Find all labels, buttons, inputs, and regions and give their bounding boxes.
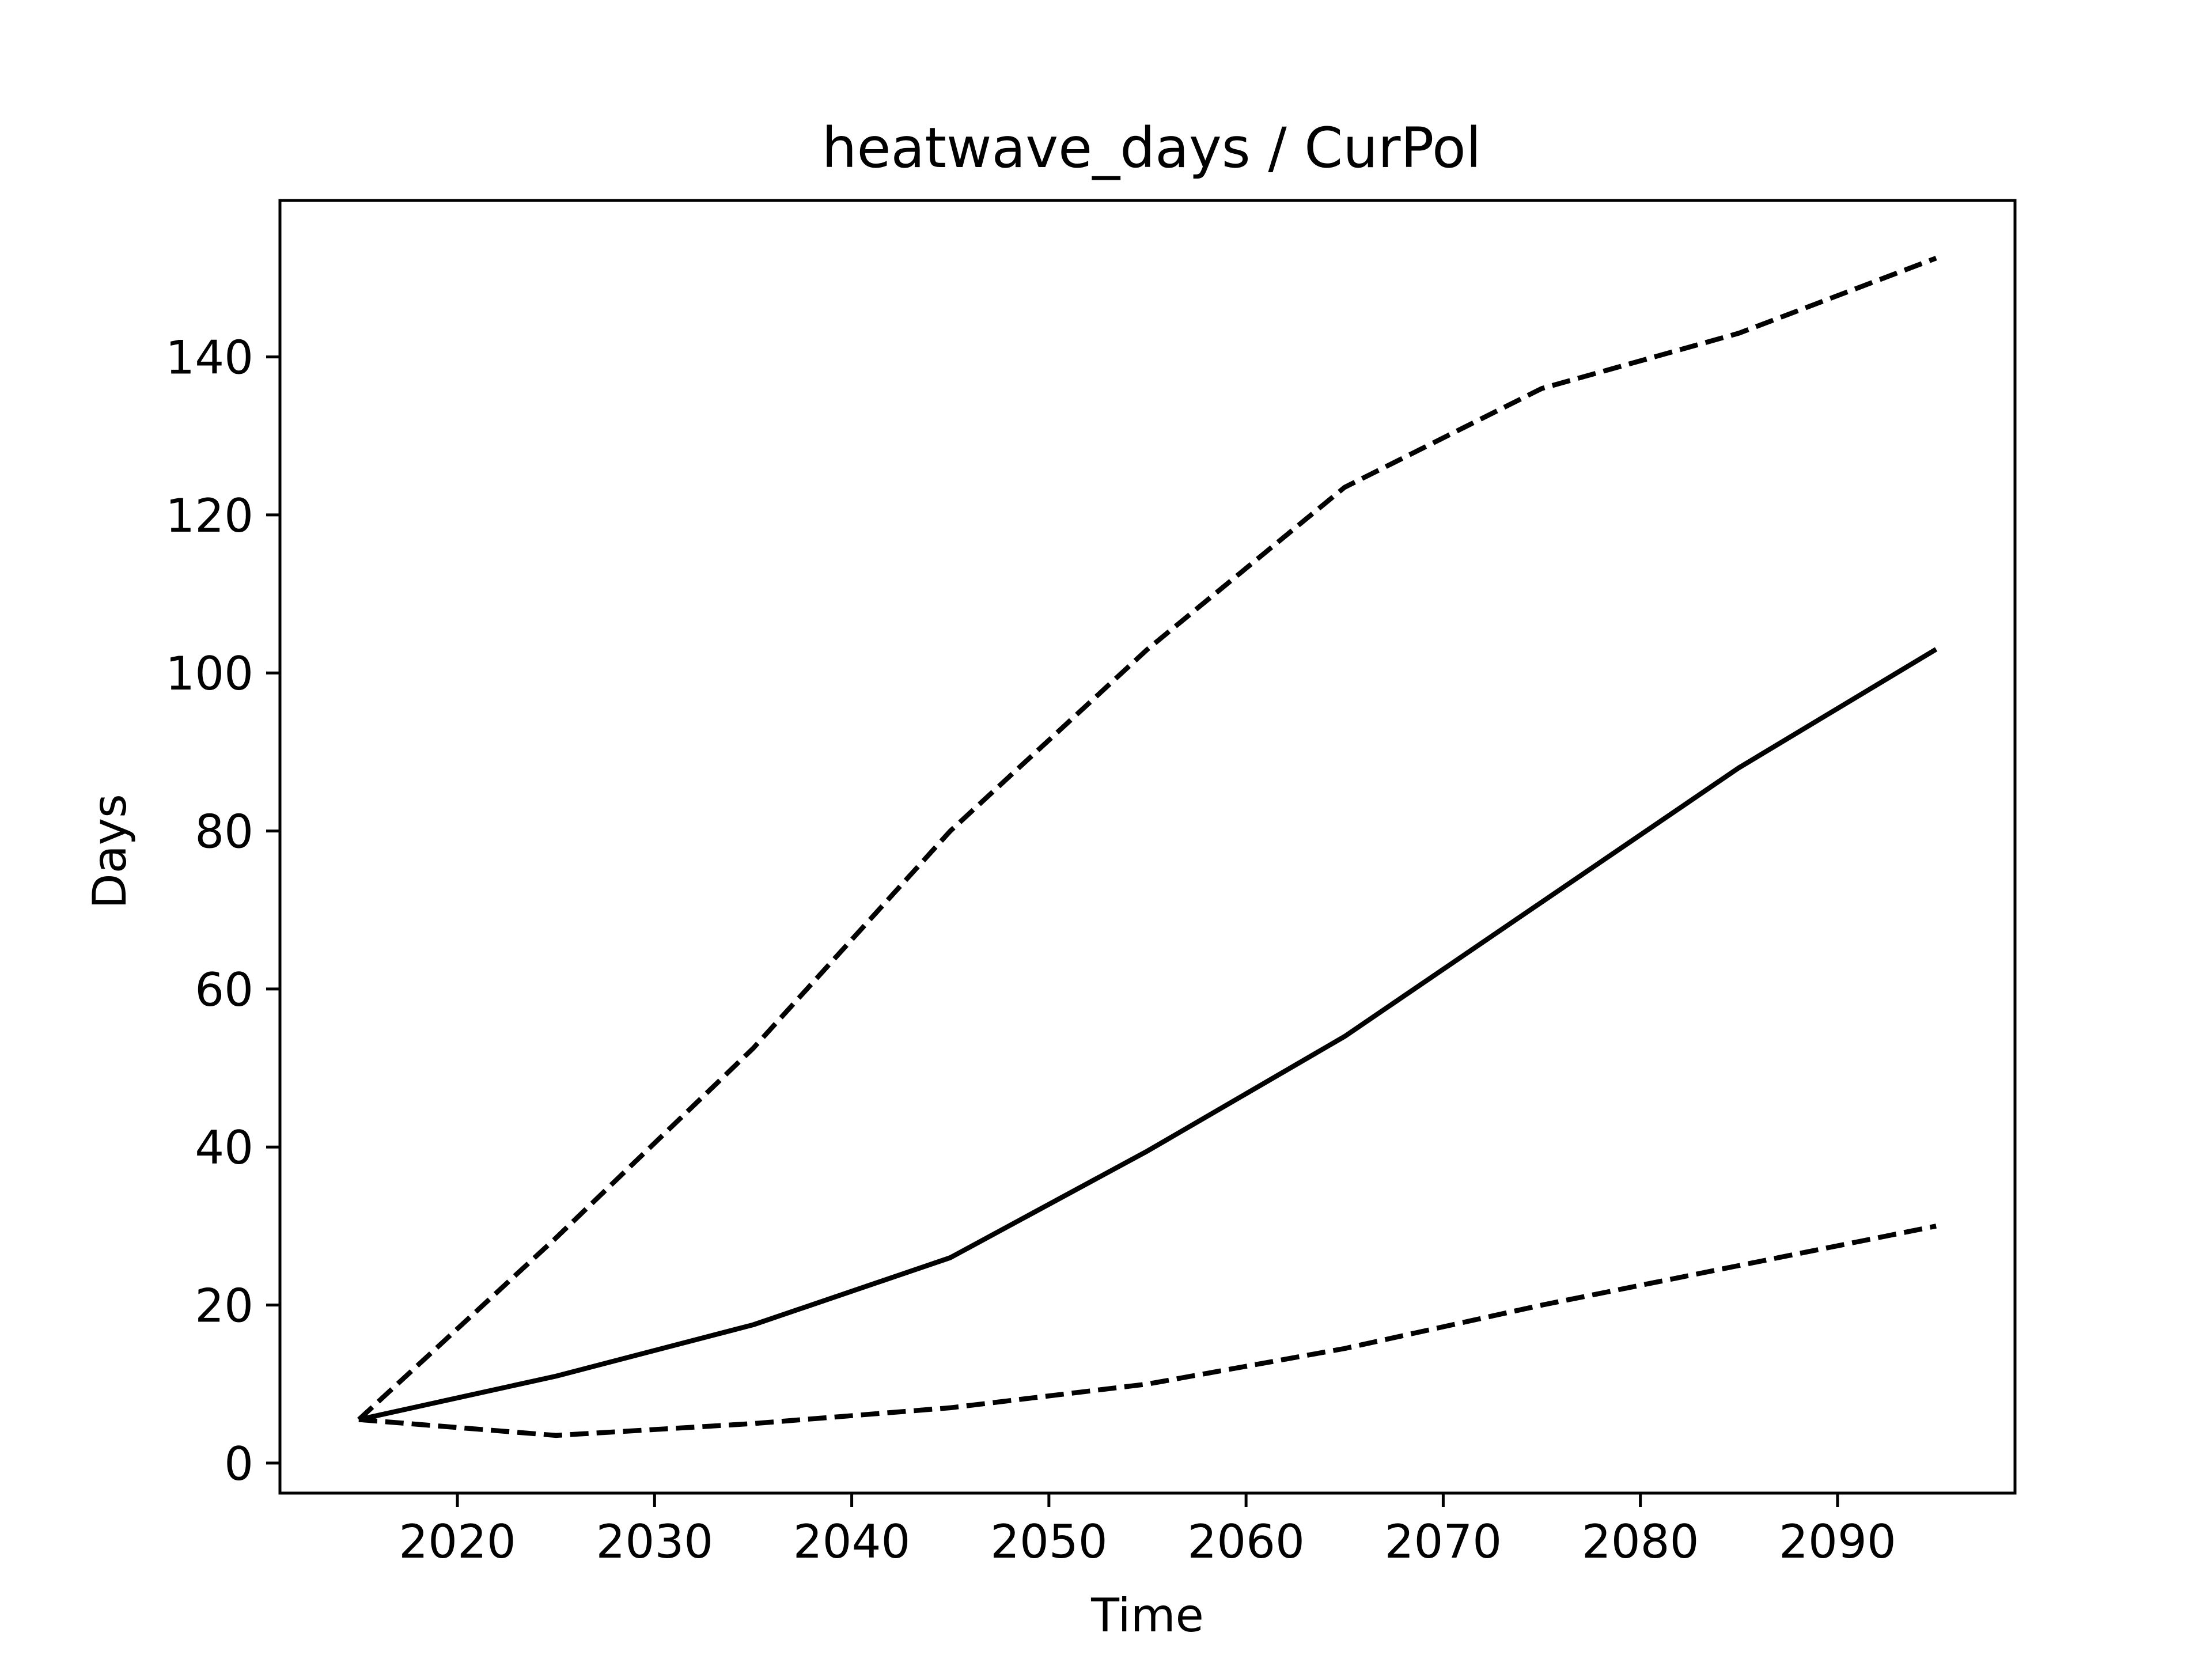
plot-area xyxy=(357,256,1938,1438)
y-tick-label-120: 120 xyxy=(165,489,253,543)
series-upper-bound-line xyxy=(357,256,1937,1422)
x-axis: 2020 2030 2040 2050 2060 2070 2080 2090 xyxy=(399,1493,1896,1569)
x-tick-label-2020: 2020 xyxy=(399,1515,516,1569)
series-median-line xyxy=(358,647,1938,1422)
x-tick-label-2080: 2080 xyxy=(1582,1515,1699,1569)
x-tick-label-2060: 2060 xyxy=(1187,1515,1305,1569)
y-tick-label-100: 100 xyxy=(165,647,253,700)
y-tick-label-40: 40 xyxy=(195,1121,253,1175)
y-axis: 0 20 40 60 80 100 120 140 xyxy=(165,331,280,1491)
x-tick-label-2050: 2050 xyxy=(990,1515,1108,1569)
y-tick-label-80: 80 xyxy=(195,805,253,859)
y-tick-label-140: 140 xyxy=(165,331,253,385)
y-axis-label: Days xyxy=(83,794,137,909)
x-tick-label-2090: 2090 xyxy=(1779,1515,1896,1569)
y-tick-label-20: 20 xyxy=(195,1279,253,1333)
axes-frame xyxy=(278,199,2017,1495)
x-tick-label-2040: 2040 xyxy=(793,1515,911,1569)
x-tick-label-2070: 2070 xyxy=(1385,1515,1502,1569)
chart-title: heatwave_days / CurPol xyxy=(822,116,1482,180)
x-tick-label-2030: 2030 xyxy=(596,1515,714,1569)
y-tick-label-60: 60 xyxy=(195,963,253,1017)
series-lower-bound-line xyxy=(358,1224,1937,1438)
y-tick-label-0: 0 xyxy=(224,1437,253,1491)
x-axis-label: Time xyxy=(1090,1589,1204,1642)
